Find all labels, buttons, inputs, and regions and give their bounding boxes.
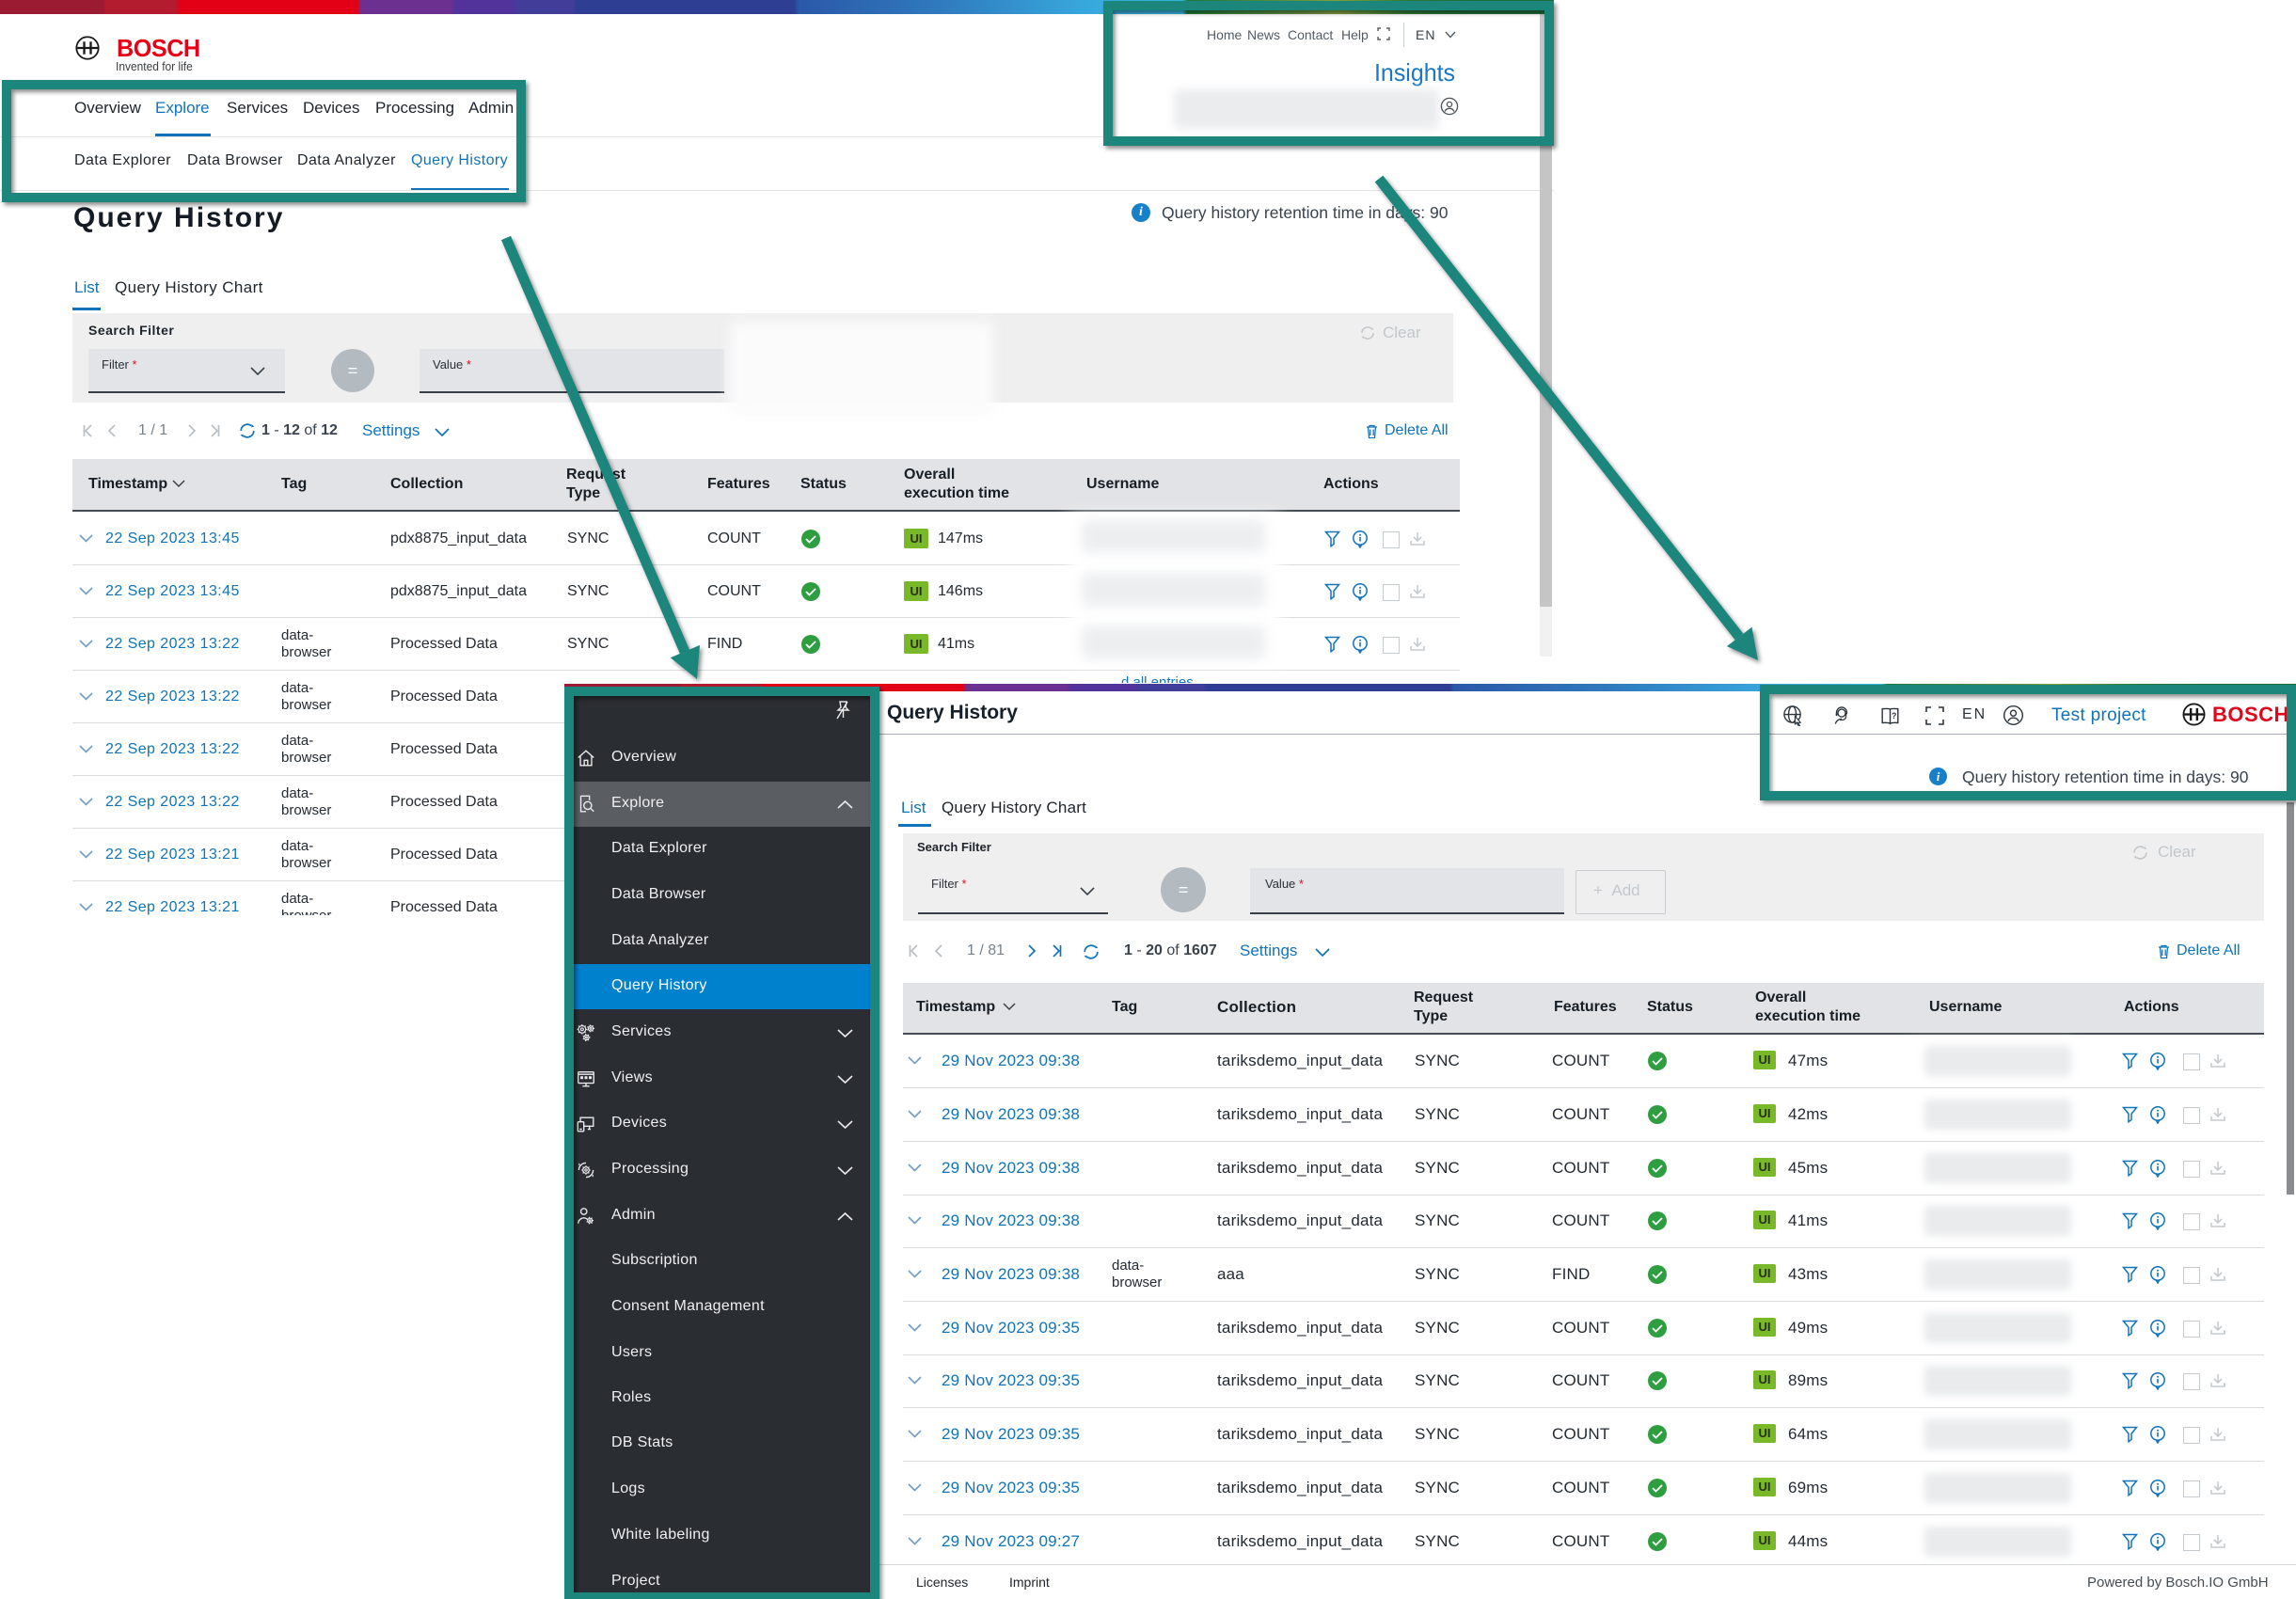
svg-text:?: ?	[1892, 711, 1896, 720]
